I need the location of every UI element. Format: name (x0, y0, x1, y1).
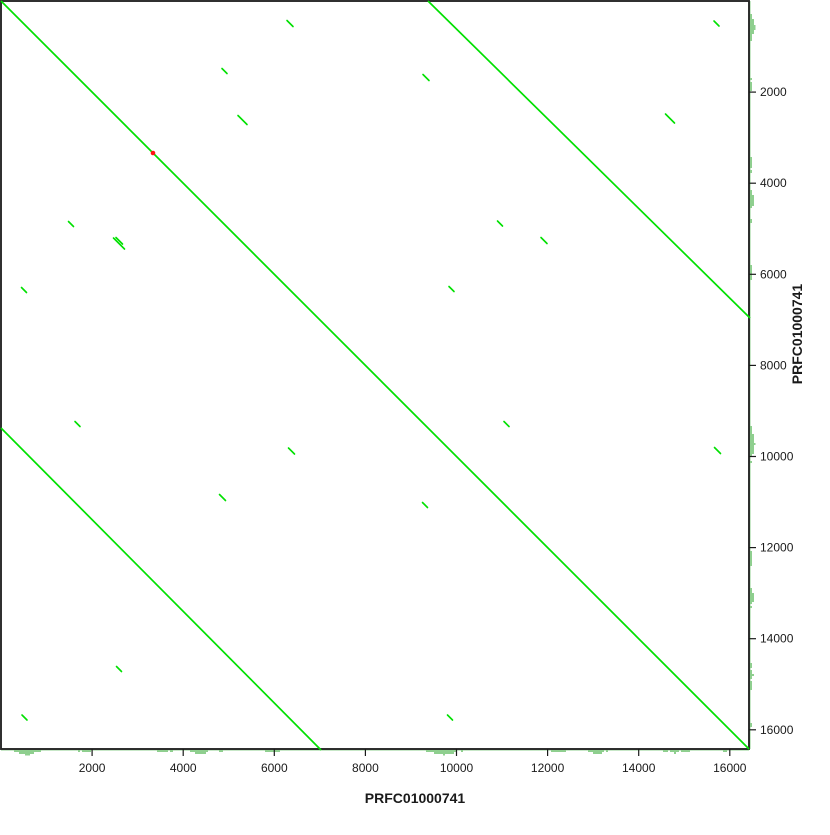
svg-text:8000: 8000 (352, 761, 379, 775)
svg-text:2000: 2000 (79, 761, 106, 775)
svg-text:PRFC01000741: PRFC01000741 (789, 284, 805, 385)
svg-text:12000: 12000 (531, 761, 565, 775)
svg-text:4000: 4000 (760, 176, 787, 190)
svg-text:16000: 16000 (760, 723, 794, 737)
svg-text:2000: 2000 (760, 85, 787, 99)
svg-text:10000: 10000 (760, 450, 794, 464)
svg-text:6000: 6000 (261, 761, 288, 775)
svg-text:4000: 4000 (170, 761, 197, 775)
svg-text:10000: 10000 (440, 761, 474, 775)
svg-text:12000: 12000 (760, 541, 794, 555)
svg-text:16000: 16000 (713, 761, 747, 775)
svg-text:8000: 8000 (760, 358, 787, 372)
svg-text:PRFC01000741: PRFC01000741 (365, 790, 466, 806)
svg-text:6000: 6000 (760, 267, 787, 281)
svg-text:14000: 14000 (622, 761, 656, 775)
svg-text:14000: 14000 (760, 632, 794, 646)
